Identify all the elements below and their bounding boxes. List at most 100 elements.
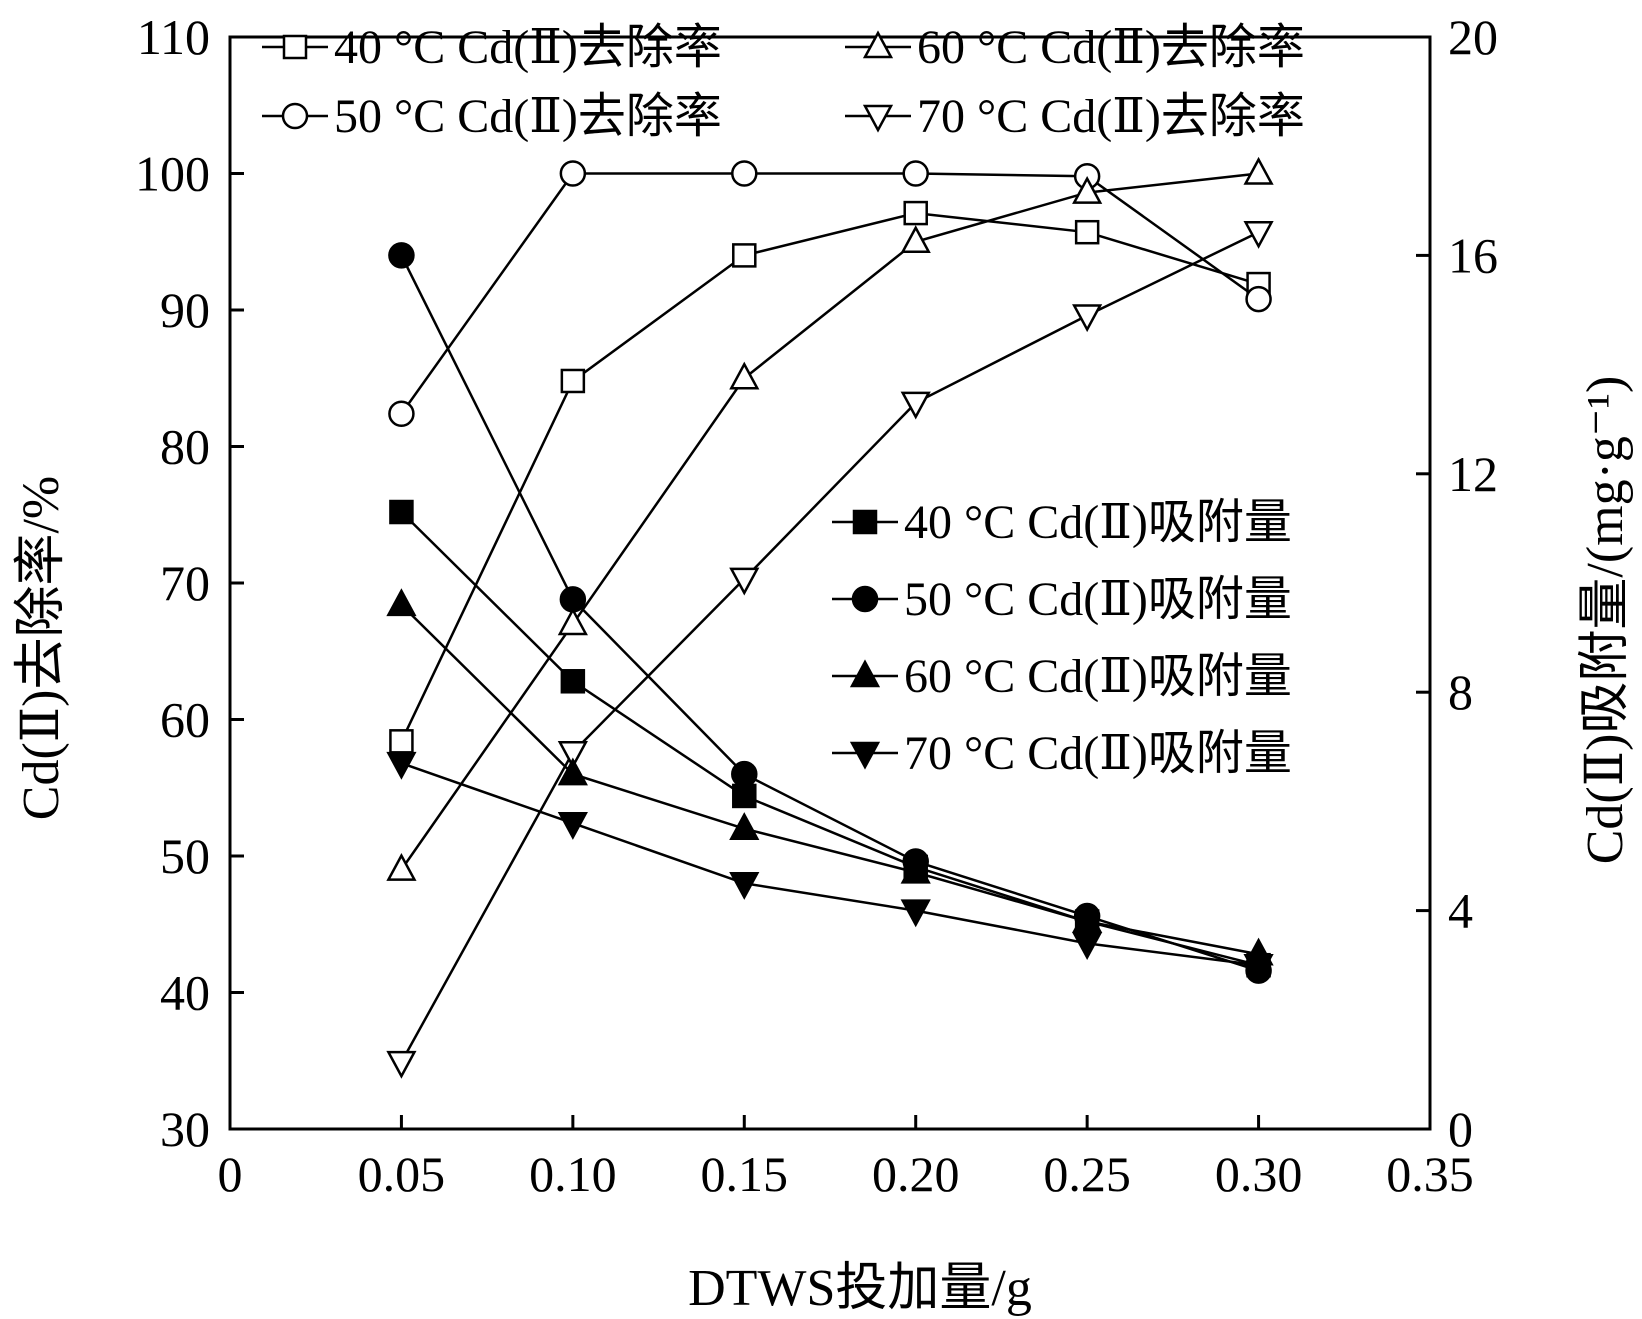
legend-marker xyxy=(852,509,878,535)
y2-tick-label: 0 xyxy=(1448,1101,1473,1157)
data-point xyxy=(729,567,760,596)
data-point xyxy=(900,391,931,420)
data-point xyxy=(388,242,415,269)
legend: 40 °C Cd(Ⅱ)去除率 60 °C Cd(Ⅱ)去除率 50 °C Cd(Ⅱ)去… xyxy=(262,21,1305,780)
series-line xyxy=(401,762,1259,967)
data-point xyxy=(386,588,417,617)
legend-item: 50 °C Cd(Ⅱ)吸附量 xyxy=(832,573,1292,626)
data-point xyxy=(386,751,417,780)
legend-item: 70 °C Cd(Ⅱ)吸附量 xyxy=(832,727,1292,780)
y-tick-label: 80 xyxy=(160,419,210,475)
series-line xyxy=(400,603,1259,956)
data-point xyxy=(557,811,588,840)
data-point xyxy=(560,368,586,394)
legend-marker xyxy=(851,585,879,613)
series-7 xyxy=(386,751,1274,982)
y-tick-label: 30 xyxy=(160,1101,210,1157)
legend-label: 40 °C Cd(Ⅱ)吸附量 xyxy=(904,496,1292,549)
series-1 xyxy=(388,160,1272,427)
data-point xyxy=(1243,156,1274,185)
data-point xyxy=(557,757,588,786)
data-point xyxy=(900,225,931,253)
x-axis-label: DTWS投加量/g xyxy=(688,1260,1032,1317)
legend-item: 70 °C Cd(Ⅱ)去除率 xyxy=(845,90,1305,143)
data-point xyxy=(1072,932,1103,960)
x-tick-label: 0.30 xyxy=(1215,1146,1303,1202)
x-tick-label: 0.20 xyxy=(872,1146,960,1202)
legend-label: 40 °C Cd(Ⅱ)去除率 xyxy=(334,21,722,74)
data-point xyxy=(386,1050,417,1079)
legend-marker xyxy=(849,741,881,770)
legend-marker xyxy=(282,34,308,60)
series-line xyxy=(400,172,1259,871)
legend-marker xyxy=(281,102,309,130)
data-point xyxy=(557,607,588,636)
series-layer xyxy=(386,156,1274,1079)
series-line xyxy=(400,211,1259,742)
y-tick-label: 90 xyxy=(160,282,210,338)
series-3 xyxy=(386,220,1274,1079)
legend-label: 70 °C Cd(Ⅱ)去除率 xyxy=(917,90,1305,143)
legend-item: 60 °C Cd(Ⅱ)去除率 xyxy=(845,21,1305,74)
y-tick-label: 100 xyxy=(135,146,210,202)
legend-label: 60 °C Cd(Ⅱ)去除率 xyxy=(917,21,1305,74)
x-tick-label: 0.05 xyxy=(358,1146,446,1202)
legend-label: 60 °C Cd(Ⅱ)吸附量 xyxy=(904,650,1292,703)
x-tick-label: 0 xyxy=(218,1146,243,1202)
series-line xyxy=(400,254,1259,972)
legend-item: 50 °C Cd(Ⅱ)去除率 xyxy=(262,90,722,143)
y2-tick-label: 8 xyxy=(1448,664,1473,720)
y2-tick-label: 4 xyxy=(1448,883,1473,939)
y2-tick-label: 16 xyxy=(1448,227,1498,283)
legend-marker xyxy=(849,659,881,688)
data-point xyxy=(1243,953,1274,982)
data-point xyxy=(386,853,417,881)
y-tick-label: 50 xyxy=(160,828,210,884)
series-line xyxy=(400,172,1260,415)
series-line xyxy=(400,231,1260,1063)
data-point xyxy=(389,499,414,525)
y-tick-label: 70 xyxy=(160,555,210,611)
legend-marker xyxy=(862,104,894,133)
data-point xyxy=(731,160,758,187)
legend-marker xyxy=(862,30,894,59)
data-point xyxy=(1072,175,1103,204)
series-2 xyxy=(386,156,1274,881)
y2-tick-label: 20 xyxy=(1448,9,1498,65)
data-point xyxy=(388,400,415,427)
series-line xyxy=(400,511,1259,967)
data-point xyxy=(900,899,931,928)
data-point xyxy=(732,783,757,809)
x-tick-label: 0.10 xyxy=(529,1146,617,1202)
data-point xyxy=(900,855,931,884)
data-point xyxy=(731,760,758,788)
legend-label: 50 °C Cd(Ⅱ)吸附量 xyxy=(904,573,1292,626)
series-0 xyxy=(389,200,1271,754)
legend-item: 60 °C Cd(Ⅱ)吸附量 xyxy=(832,650,1292,703)
legend-label: 70 °C Cd(Ⅱ)吸附量 xyxy=(904,727,1292,780)
data-point xyxy=(902,160,929,187)
y-tick-label: 110 xyxy=(137,9,210,65)
data-point xyxy=(1243,220,1274,249)
x-axis: 0 0.05 0.10 0.15 0.20 0.25 0.30 0.35 xyxy=(218,1115,1474,1202)
data-point xyxy=(559,160,587,187)
legend-item: 40 °C Cd(Ⅱ)吸附量 xyxy=(832,496,1292,549)
data-point xyxy=(559,586,587,613)
data-point xyxy=(729,812,760,840)
data-point xyxy=(557,741,588,769)
data-point xyxy=(1245,285,1272,313)
left-y-axis: 30 40 50 60 70 80 90 100 110 xyxy=(135,9,244,1157)
data-point xyxy=(729,872,760,900)
left-y-axis-label: Cd(Ⅱ)去除率/% xyxy=(13,476,70,820)
data-point xyxy=(732,243,757,268)
legend-item: 40 °C Cd(Ⅱ)去除率 xyxy=(262,21,722,74)
legend-label: 50 °C Cd(Ⅱ)去除率 xyxy=(334,90,722,143)
x-tick-label: 0.25 xyxy=(1043,1146,1131,1202)
data-point xyxy=(729,361,760,390)
data-point xyxy=(389,729,414,754)
y2-tick-label: 12 xyxy=(1448,446,1498,502)
y-tick-label: 60 xyxy=(160,692,210,748)
y-tick-label: 40 xyxy=(160,965,210,1021)
data-point xyxy=(1072,304,1103,333)
x-tick-label: 0.15 xyxy=(701,1146,789,1202)
